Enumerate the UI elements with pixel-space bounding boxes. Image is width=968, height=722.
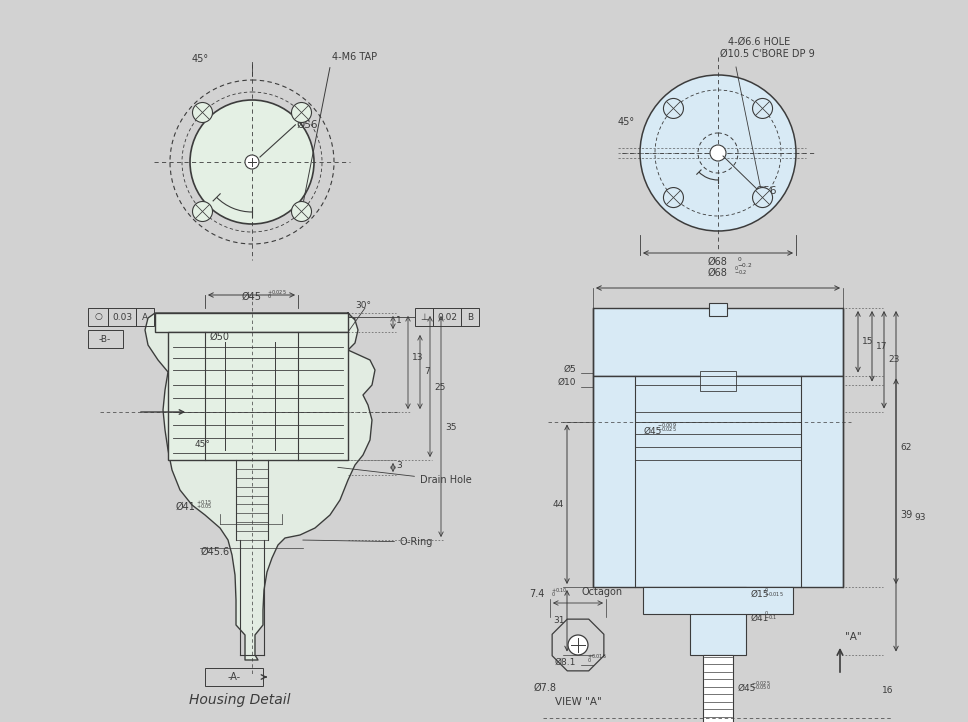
- Text: VIEW "A": VIEW "A": [555, 697, 601, 707]
- Text: 4-M6 TAP: 4-M6 TAP: [302, 52, 378, 209]
- Text: 17: 17: [876, 342, 888, 351]
- Bar: [88, 308, 108, 326]
- Text: Ø50: Ø50: [210, 332, 230, 342]
- Bar: [593, 308, 843, 375]
- Text: Ø45.6: Ø45.6: [200, 547, 229, 557]
- Text: Ø7.8: Ø7.8: [533, 683, 557, 693]
- Text: Ø8.1: Ø8.1: [555, 658, 576, 666]
- Text: Ø15: Ø15: [750, 590, 769, 599]
- Text: 45°: 45°: [618, 117, 635, 127]
- Text: Ø41: Ø41: [175, 502, 195, 512]
- Text: Ø56: Ø56: [755, 186, 776, 196]
- Text: Ø10.5 C'BORE DP 9: Ø10.5 C'BORE DP 9: [720, 49, 815, 59]
- Bar: [593, 375, 843, 587]
- Text: Ø10: Ø10: [558, 378, 576, 386]
- Bar: [433, 308, 461, 326]
- Text: "A": "A": [845, 632, 862, 642]
- Circle shape: [291, 103, 312, 123]
- Text: $^{+0.15}_{+0.05}$: $^{+0.15}_{+0.05}$: [196, 498, 213, 511]
- Text: 45°: 45°: [192, 54, 208, 64]
- Bar: [88, 330, 123, 348]
- Bar: [700, 370, 737, 391]
- Text: 25: 25: [434, 383, 445, 392]
- Circle shape: [752, 98, 772, 118]
- Text: Ø68: Ø68: [708, 268, 728, 278]
- Text: $^{+0.015}_0$: $^{+0.015}_0$: [587, 653, 607, 666]
- Bar: [168, 332, 348, 460]
- Circle shape: [710, 145, 726, 161]
- Text: Octagon: Octagon: [581, 587, 622, 597]
- Bar: [643, 587, 794, 614]
- Text: O-Ring: O-Ring: [303, 537, 434, 547]
- Circle shape: [568, 635, 588, 655]
- Text: Ø56: Ø56: [296, 120, 318, 130]
- Text: -A-: -A-: [227, 672, 241, 682]
- Text: $^{-0.009}_{-0.025}$: $^{-0.009}_{-0.025}$: [657, 422, 677, 435]
- Text: 13: 13: [412, 353, 424, 362]
- Text: 23: 23: [888, 355, 899, 365]
- Text: 35: 35: [445, 423, 457, 432]
- Text: $^0_{-0.1}$: $^0_{-0.1}$: [764, 610, 777, 623]
- Text: 39: 39: [900, 510, 912, 520]
- Bar: [415, 308, 433, 326]
- Text: 0.03: 0.03: [112, 313, 132, 321]
- Text: $^{+0.025}_{0}$: $^{+0.025}_{0}$: [267, 290, 287, 303]
- Text: 7: 7: [424, 367, 430, 376]
- Bar: [155, 313, 348, 332]
- Text: ○: ○: [94, 313, 102, 321]
- Text: 62: 62: [900, 443, 912, 452]
- Text: Ø45: Ø45: [242, 292, 262, 302]
- Bar: [205, 668, 263, 686]
- Text: $^0_{-0.2}$: $^0_{-0.2}$: [734, 265, 747, 279]
- Bar: [461, 308, 479, 326]
- Circle shape: [193, 201, 213, 222]
- Text: Ø45: Ø45: [738, 684, 756, 692]
- Polygon shape: [145, 313, 375, 660]
- Circle shape: [663, 98, 683, 118]
- Text: 44: 44: [553, 500, 564, 509]
- Text: $^0_{-0.2}$: $^0_{-0.2}$: [737, 255, 752, 269]
- Text: 93: 93: [914, 513, 925, 522]
- Text: Ø68: Ø68: [708, 257, 728, 267]
- Text: 45°: 45°: [195, 440, 211, 449]
- Text: 1: 1: [396, 316, 402, 325]
- Text: 30°: 30°: [355, 301, 371, 310]
- Circle shape: [245, 155, 259, 169]
- Bar: [704, 655, 733, 722]
- Circle shape: [663, 188, 683, 207]
- Text: $^{-0.025}_{-0.050}$: $^{-0.025}_{-0.050}$: [751, 679, 771, 693]
- Text: $^0_{-0.015}$: $^0_{-0.015}$: [764, 586, 783, 599]
- Text: ⊥: ⊥: [420, 313, 428, 321]
- Text: Ø41: Ø41: [750, 614, 769, 623]
- Text: Ø45: Ø45: [644, 427, 662, 435]
- Circle shape: [291, 201, 312, 222]
- Text: $^{+0.10}_{0}$: $^{+0.10}_{0}$: [551, 586, 568, 599]
- Circle shape: [752, 188, 772, 207]
- Text: Drain Hole: Drain Hole: [338, 467, 471, 485]
- Text: 7.4: 7.4: [529, 589, 545, 599]
- Text: 16: 16: [882, 686, 893, 695]
- Text: 4-Ø6.6 HOLE: 4-Ø6.6 HOLE: [728, 37, 790, 47]
- Bar: [108, 308, 136, 326]
- Text: 0.02: 0.02: [437, 313, 457, 321]
- Text: B: B: [467, 313, 473, 321]
- Circle shape: [193, 103, 213, 123]
- Text: 31: 31: [553, 617, 564, 625]
- Text: Ø5: Ø5: [563, 365, 576, 373]
- Text: 3: 3: [396, 461, 402, 470]
- Text: Housing Detail: Housing Detail: [190, 693, 290, 707]
- Text: 15: 15: [862, 337, 873, 347]
- Circle shape: [640, 75, 796, 231]
- Bar: [690, 587, 745, 655]
- Bar: [136, 308, 154, 326]
- Circle shape: [190, 100, 314, 224]
- Bar: [709, 303, 727, 316]
- Text: A: A: [142, 313, 148, 321]
- Text: -B-: -B-: [99, 334, 111, 344]
